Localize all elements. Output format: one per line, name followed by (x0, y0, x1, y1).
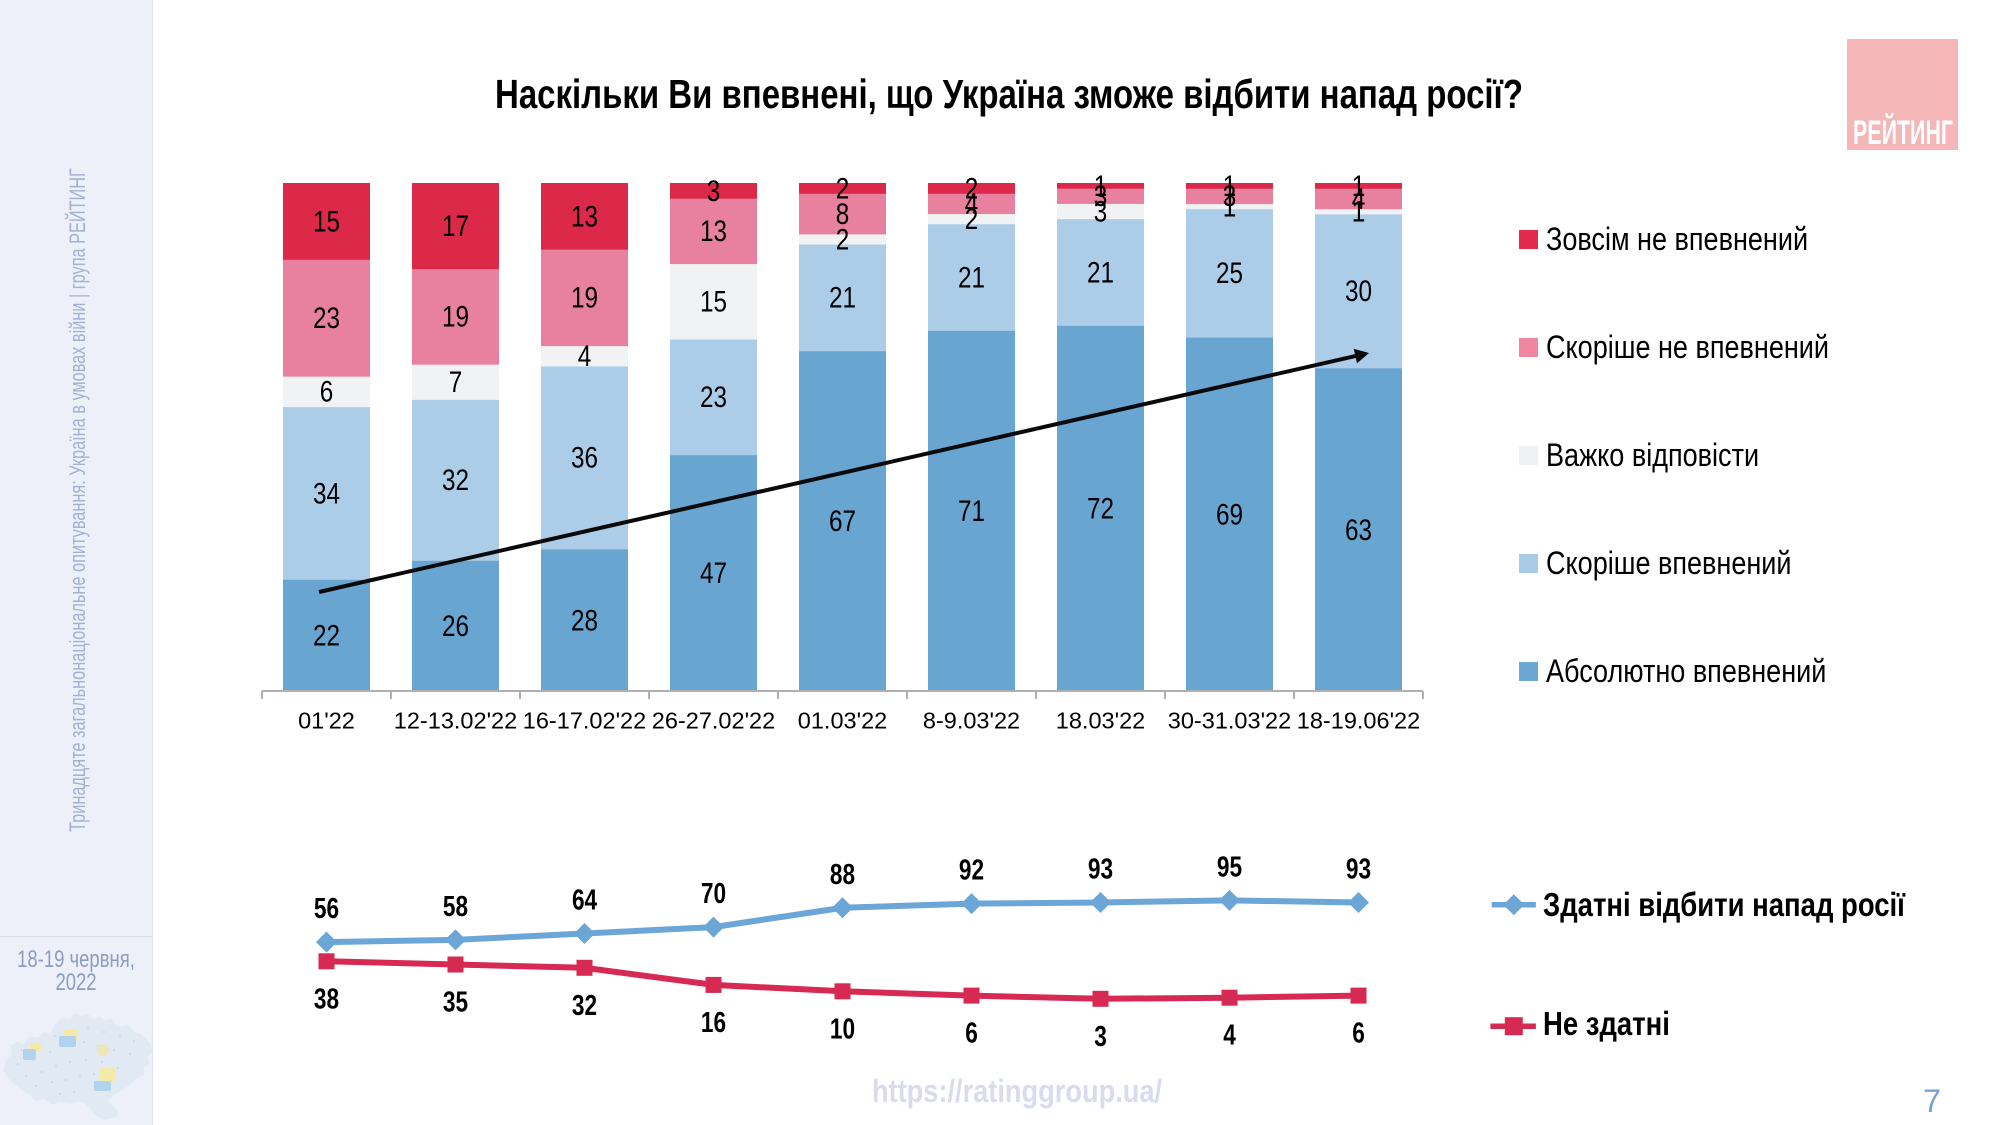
svg-text:69: 69 (1216, 497, 1243, 531)
svg-text:21: 21 (958, 260, 985, 294)
svg-text:72: 72 (1087, 491, 1114, 525)
svg-text:22: 22 (313, 618, 340, 652)
svg-text:01.03'22: 01.03'22 (798, 708, 887, 734)
svg-text:1: 1 (1352, 194, 1366, 228)
svg-text:34: 34 (313, 476, 340, 510)
svg-text:18.03'22: 18.03'22 (1056, 708, 1145, 734)
svg-text:56: 56 (314, 891, 339, 924)
svg-text:21: 21 (829, 280, 856, 314)
svg-text:38: 38 (314, 982, 339, 1015)
svg-text:63: 63 (1345, 512, 1372, 546)
svg-text:3: 3 (1094, 179, 1108, 213)
svg-text:4: 4 (965, 186, 979, 220)
svg-text:3: 3 (1223, 179, 1237, 213)
svg-text:32: 32 (442, 463, 469, 497)
svg-text:6: 6 (965, 1016, 978, 1049)
svg-text:47: 47 (700, 556, 727, 590)
svg-text:64: 64 (572, 883, 598, 916)
svg-text:67: 67 (829, 504, 856, 538)
svg-text:35: 35 (443, 985, 468, 1018)
svg-text:17: 17 (442, 209, 469, 243)
svg-text:10: 10 (830, 1012, 855, 1045)
svg-text:1: 1 (1094, 168, 1108, 202)
svg-text:4: 4 (1352, 181, 1366, 215)
svg-text:12-13.02'22: 12-13.02'22 (394, 708, 517, 734)
svg-text:19: 19 (442, 299, 469, 333)
svg-text:25: 25 (1216, 256, 1243, 290)
svg-text:21: 21 (1087, 255, 1114, 289)
svg-text:26-27.02'22: 26-27.02'22 (652, 708, 775, 734)
svg-text:2: 2 (965, 202, 979, 236)
svg-text:1: 1 (1223, 169, 1237, 203)
svg-text:93: 93 (1088, 852, 1113, 885)
svg-text:15: 15 (700, 284, 727, 318)
svg-text:2: 2 (965, 171, 979, 205)
svg-text:01'22: 01'22 (298, 708, 355, 734)
svg-text:6: 6 (320, 374, 334, 408)
svg-text:70: 70 (701, 876, 726, 909)
svg-text:4: 4 (578, 339, 592, 373)
svg-text:3: 3 (1094, 1019, 1107, 1052)
svg-text:30-31.03'22: 30-31.03'22 (1168, 708, 1291, 734)
svg-text:23: 23 (700, 380, 727, 414)
svg-text:6: 6 (1352, 1016, 1365, 1049)
svg-text:18-19.06'22: 18-19.06'22 (1297, 708, 1420, 734)
svg-text:8: 8 (836, 196, 850, 230)
svg-text:2: 2 (836, 222, 850, 256)
svg-text:1: 1 (1223, 189, 1237, 223)
svg-text:93: 93 (1346, 852, 1371, 885)
svg-text:13: 13 (571, 199, 598, 233)
svg-text:2: 2 (836, 171, 850, 205)
svg-text:1: 1 (1352, 169, 1366, 203)
svg-text:16: 16 (701, 1005, 726, 1038)
svg-text:28: 28 (571, 603, 598, 637)
svg-text:23: 23 (313, 301, 340, 335)
svg-text:8-9.03'22: 8-9.03'22 (923, 708, 1020, 734)
svg-text:15: 15 (313, 204, 340, 238)
svg-text:26: 26 (442, 609, 469, 643)
svg-text:92: 92 (959, 853, 984, 886)
svg-text:58: 58 (443, 889, 468, 922)
svg-text:7: 7 (449, 365, 463, 399)
svg-text:95: 95 (1217, 850, 1242, 883)
svg-text:3: 3 (707, 173, 721, 207)
svg-text:71: 71 (958, 494, 985, 528)
svg-text:88: 88 (830, 857, 855, 890)
svg-text:3: 3 (1094, 194, 1108, 228)
svg-text:32: 32 (572, 988, 597, 1021)
svg-text:30: 30 (1345, 274, 1372, 308)
svg-text:4: 4 (1223, 1018, 1236, 1051)
svg-text:13: 13 (700, 214, 727, 248)
svg-text:36: 36 (571, 440, 598, 474)
svg-text:19: 19 (571, 280, 598, 314)
svg-text:16-17.02'22: 16-17.02'22 (523, 708, 646, 734)
